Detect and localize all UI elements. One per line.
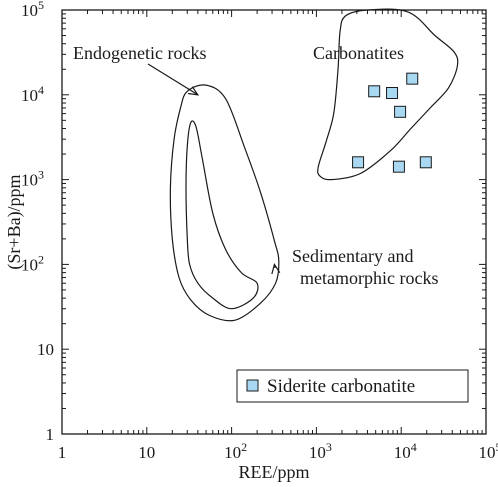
annotation-sedimentary-line1: Sedimentary and: [292, 246, 413, 266]
x-axis-title: REE/ppm: [239, 462, 310, 482]
y-tick-label: 105: [21, 0, 44, 20]
data-point: [386, 87, 399, 100]
legend: Siderite carbonatite: [236, 369, 469, 403]
legend-label: Siderite carbonatite: [267, 376, 415, 397]
plot-frame: [61, 9, 487, 435]
legend-box: [236, 369, 469, 403]
x-tick-label: 10: [138, 443, 155, 462]
data-point: [352, 156, 365, 169]
x-tick-label: 105: [479, 440, 498, 462]
data-point: [394, 105, 407, 118]
x-tick-label: 103: [309, 440, 332, 462]
data-point: [419, 156, 432, 169]
annotation-sedimentary-line2: metamorphic rocks: [300, 268, 438, 288]
field-outline-carbonatites: [317, 8, 459, 181]
data-point: [406, 72, 419, 85]
annotation-endogenetic-rocks: Endogenetic rocks: [73, 43, 206, 63]
field-outline-endogenetic-rocks: [169, 84, 280, 322]
legend-marker-square: [246, 379, 259, 392]
y-tick-label: 1: [46, 425, 55, 444]
y-tick-label: 102: [21, 252, 44, 274]
y-tick-label: 104: [21, 83, 44, 105]
annotation-carbonatites: Carbonatites: [313, 43, 404, 63]
annotation-arrow-0: [147, 63, 199, 96]
y-tick-label: 103: [21, 168, 44, 190]
y-tick-label: 10: [37, 340, 54, 359]
field-outline-sedimentary-and-metamorphic-rocks: [185, 120, 259, 310]
x-tick-label: 104: [394, 440, 417, 462]
data-point: [368, 85, 381, 98]
annotation-arrowhead-2: [271, 262, 281, 275]
x-tick-label: 102: [224, 440, 247, 462]
y-axis-title: (Sr+Ba)/ppm: [4, 174, 25, 269]
x-tick-label: 1: [58, 443, 67, 462]
data-point: [392, 160, 405, 173]
annotation-arrowhead-0: [188, 86, 200, 96]
